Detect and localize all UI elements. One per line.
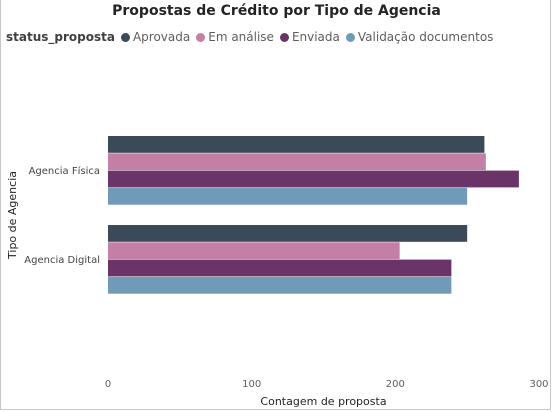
legend-marker [120, 32, 130, 42]
legend-item-3[interactable]: Enviada [279, 30, 340, 44]
legend-marker [279, 32, 289, 42]
bar-1-2[interactable] [108, 153, 486, 171]
y-axis-title: Tipo de Agencia [6, 171, 19, 260]
x-tick-label: 0 [105, 379, 111, 390]
legend-marker [196, 32, 206, 42]
bar-1-4[interactable] [108, 187, 468, 205]
chart-title: Propostas de Crédito por Tipo de Agencia [112, 3, 441, 19]
legend-item-1[interactable]: Aprovada [120, 30, 191, 44]
legend: status_proposta Aprovada Em análise Enviad… [6, 29, 499, 45]
bar-2-4[interactable] [108, 276, 452, 294]
legend-title: status_proposta [6, 30, 115, 44]
bar-2-3[interactable] [108, 259, 452, 277]
bar-1-3[interactable] [108, 170, 519, 188]
legend-item-4[interactable]: Validação documentos [345, 30, 494, 44]
legend-label: Em análise [208, 30, 274, 44]
legend-marker [345, 32, 355, 42]
x-axis-title: Contagem de proposta [260, 395, 386, 408]
x-tick-label: 300 [529, 379, 548, 390]
legend-label: Aprovada [132, 30, 191, 44]
bar-1-1[interactable] [108, 136, 485, 153]
x-tick-label: 100 [242, 379, 261, 390]
legend-item-2[interactable]: Em análise [196, 30, 274, 44]
category-label: Agencia Física [29, 165, 100, 177]
bar-2-1[interactable] [108, 225, 468, 242]
legend-items: Aprovada Em análise Enviada Validação docum… [120, 30, 499, 44]
legend-label: Enviada [291, 30, 340, 44]
legend-label: Validação documentos [357, 30, 494, 44]
x-tick-label: 200 [386, 379, 405, 390]
bar-2-2[interactable] [108, 242, 400, 260]
category-label: Agencia Digital [24, 255, 100, 266]
